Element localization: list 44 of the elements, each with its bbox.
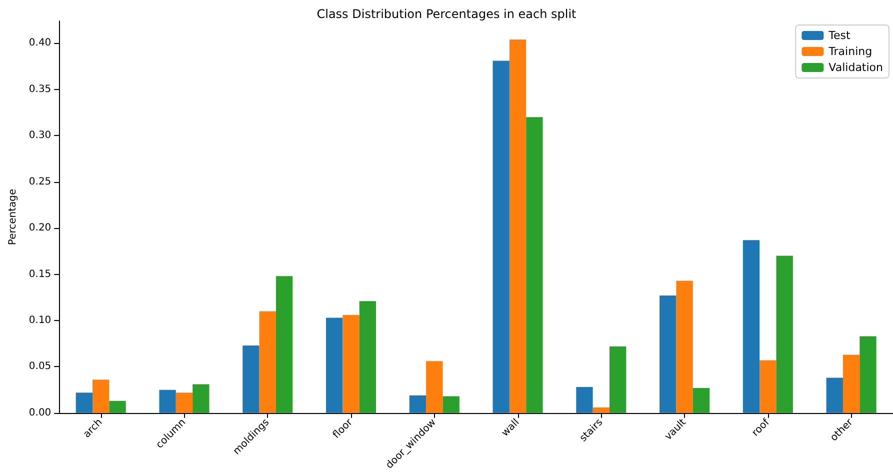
y-axis-title: Percentage [8,188,18,246]
bar [409,395,426,413]
chart-title: Class Distribution Percentages in each split [316,7,577,21]
bar [492,60,510,413]
bar [92,380,110,413]
legend-label: Validation [828,61,884,74]
bar [442,396,460,413]
bar [176,392,193,413]
bar [609,346,626,413]
y-tick-label: 0.30 [28,130,52,142]
bar [342,314,360,413]
y-tick-label: 0.35 [28,84,52,95]
legend-label: Test [828,29,852,42]
bar [359,301,376,413]
bar [592,407,610,413]
bar [242,345,260,413]
bar [426,361,443,413]
bar [842,354,860,413]
bar [760,360,776,413]
bar [776,256,793,413]
bar [326,318,343,413]
bar [276,276,293,413]
bar [192,384,210,413]
bar [742,240,760,413]
bar [259,311,276,413]
bar [526,117,543,413]
bar [159,390,176,413]
y-tick-label: 0.20 [28,222,52,234]
y-tick-label: 0.05 [28,361,52,372]
bar [676,280,693,413]
y-tick-label: 0.15 [28,268,52,280]
bar [826,378,843,413]
bar [860,336,876,413]
bar [109,400,126,413]
bar [576,387,593,413]
y-tick-label: 0.10 [28,314,52,326]
bar [692,388,710,413]
y-tick-label: 0.25 [28,176,52,188]
bar [76,392,93,413]
y-tick-label: 0.00 [28,407,52,418]
legend-label: Training [828,45,872,58]
y-tick-label: 0.40 [28,38,52,49]
bar [509,39,526,413]
bar [660,296,676,413]
